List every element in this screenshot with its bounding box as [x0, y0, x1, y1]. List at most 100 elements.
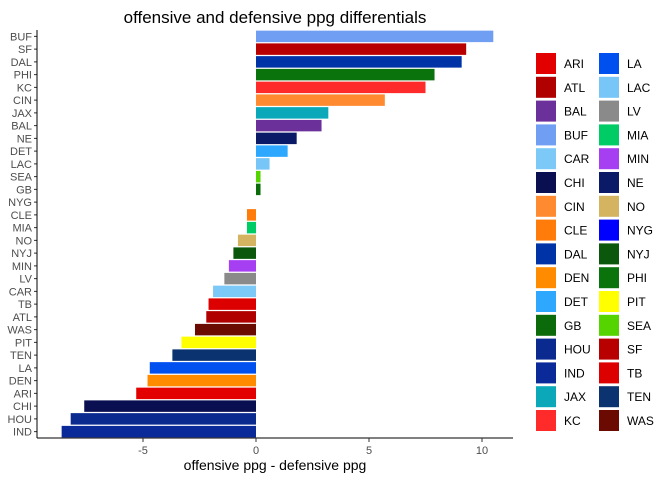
- legend-label-chi: CHI: [564, 176, 585, 190]
- legend-swatch-chi: [536, 172, 556, 193]
- y-tick-label: CLE: [11, 210, 32, 222]
- bar-ari: [136, 387, 256, 400]
- y-tick-label: PIT: [15, 337, 32, 349]
- bar-cin: [256, 94, 385, 106]
- bar-kc: [256, 81, 426, 94]
- legend-label-lv: LV: [627, 105, 641, 119]
- legend-swatch-dal: [536, 243, 556, 265]
- y-tick-label: NYG: [8, 197, 32, 209]
- legend-swatch-nyj: [599, 243, 619, 265]
- bar-lac: [256, 158, 270, 170]
- y-tick-label: LA: [19, 363, 33, 375]
- bar-hou: [70, 413, 257, 425]
- y-tick-label: PHI: [14, 70, 32, 82]
- legend-label-gb: GB: [564, 319, 581, 333]
- legend-label-ari: ARI: [564, 57, 584, 71]
- legend-swatch-sf: [599, 338, 619, 360]
- legend-label-hou: HOU: [564, 343, 591, 357]
- bar-atl: [206, 311, 256, 323]
- bar-ten: [172, 349, 256, 361]
- bar-car: [213, 285, 256, 298]
- y-tick-label: NYJ: [11, 248, 32, 260]
- y-tick-label: TB: [18, 299, 32, 311]
- y-tick-label: JAX: [12, 108, 33, 120]
- bar-lv: [224, 272, 256, 285]
- legend-label-tb: TB: [627, 366, 642, 380]
- y-tick-label: IND: [13, 427, 32, 439]
- y-tick-label: GB: [16, 184, 32, 196]
- legend-label-sea: SEA: [627, 319, 651, 333]
- bar-det: [256, 145, 288, 157]
- legend-swatch-cin: [536, 195, 556, 217]
- legend-label-atl: ATL: [564, 81, 585, 95]
- bar-dal: [256, 56, 462, 68]
- legend-label-jax: JAX: [564, 390, 586, 404]
- bar-mia: [246, 221, 256, 234]
- bar-cle: [246, 209, 256, 221]
- legend-swatch-buf: [536, 124, 556, 146]
- bar-ne: [256, 132, 297, 145]
- legend-label-car: CAR: [564, 152, 590, 166]
- legend-label-no: NO: [627, 200, 645, 214]
- legend-swatch-gb: [536, 314, 556, 336]
- legend-swatch-phi: [599, 267, 619, 289]
- legend-label-nyg: NYG: [627, 224, 653, 238]
- legend-swatch-ind: [536, 362, 556, 384]
- y-tick-label: CIN: [13, 95, 32, 107]
- bar-jax: [256, 107, 329, 119]
- bar-la: [149, 362, 256, 374]
- legend-swatch-tb: [599, 362, 619, 384]
- x-tick-label: 5: [366, 445, 372, 457]
- x-axis-ticks: -5 0 5 10: [138, 438, 488, 457]
- y-tick-label: ATL: [13, 312, 32, 324]
- y-tick-label: MIA: [12, 223, 32, 235]
- legend-label-phi: PHI: [627, 271, 647, 285]
- bar-ind: [61, 425, 256, 438]
- y-tick-label: CHI: [13, 401, 32, 413]
- legend-swatch-was: [599, 410, 619, 431]
- legend-swatch-ten: [599, 386, 619, 408]
- y-tick-label: BUF: [10, 31, 32, 43]
- y-axis-labels: BUFSFDALPHIKCCINJAXBALNEDETLACSEAGBNYGCL…: [7, 31, 37, 439]
- legend-label-bal: BAL: [564, 105, 587, 119]
- bar-chi: [84, 400, 257, 412]
- y-tick-label: LAC: [11, 159, 32, 171]
- legend-label-lac: LAC: [627, 81, 651, 95]
- bar-tb: [208, 298, 256, 310]
- legend-label-mia: MIA: [627, 128, 648, 142]
- x-tick-label: 0: [253, 445, 259, 457]
- legend-label-sf: SF: [627, 343, 642, 357]
- y-tick-label: DET: [10, 146, 32, 158]
- bar-phi: [256, 68, 435, 81]
- legend-label-cle: CLE: [564, 224, 587, 238]
- legend-swatch-mia: [599, 124, 619, 146]
- legend: ARI ATL BAL BUF CAR CHI CIN CLE DAL DEN DET GB HOU IN…: [536, 53, 654, 431]
- bar-den: [147, 374, 256, 387]
- y-tick-label: TEN: [10, 350, 32, 362]
- legend-swatch-atl: [536, 76, 556, 98]
- y-tick-label: SEA: [10, 172, 33, 184]
- bar-nyj: [233, 247, 256, 259]
- bar-gb: [256, 183, 261, 196]
- legend-label-det: DET: [564, 295, 589, 309]
- legend-swatch-la: [599, 53, 619, 74]
- legend-label-ten: TEN: [627, 390, 651, 404]
- y-tick-label: WAS: [7, 325, 32, 337]
- legend-swatch-car: [536, 148, 556, 170]
- legend-label-min: MIN: [627, 152, 649, 166]
- legend-swatch-jax: [536, 386, 556, 408]
- bar-buf: [256, 30, 494, 43]
- bars-group: [61, 30, 494, 438]
- bar-min: [228, 260, 256, 272]
- legend-label-cin: CIN: [564, 200, 585, 214]
- y-tick-label: DAL: [11, 57, 32, 69]
- legend-label-was: WAS: [627, 414, 654, 428]
- bar-was: [194, 323, 256, 336]
- legend-swatch-cle: [536, 219, 556, 241]
- y-tick-label: KC: [17, 82, 32, 94]
- legend-label-dal: DAL: [564, 247, 588, 261]
- bar-no: [237, 234, 256, 247]
- legend-swatch-kc: [536, 410, 556, 431]
- bar-pit: [181, 336, 256, 349]
